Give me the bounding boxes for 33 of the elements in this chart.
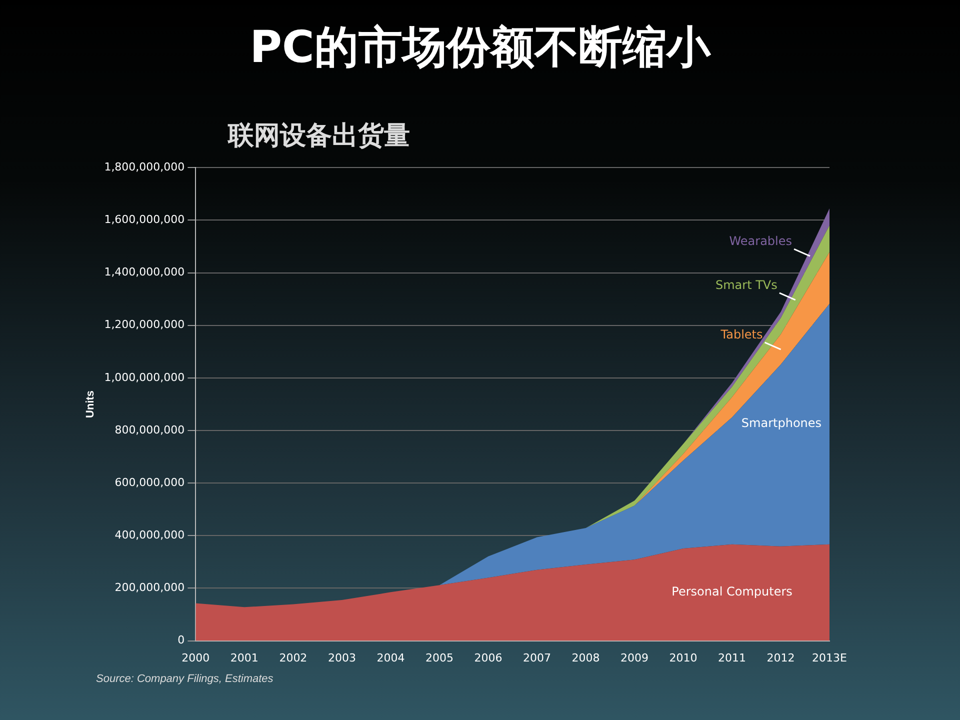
x-tick-label: 2011 — [718, 651, 746, 664]
y-tick-label: 200,000,000 — [114, 581, 185, 594]
x-tick-label: 2007 — [522, 651, 551, 664]
x-tick-label: 2013E — [812, 651, 848, 664]
x-tick-label: 2002 — [279, 651, 308, 664]
series-label: Personal Computers — [672, 584, 792, 599]
x-tick-label: 2003 — [328, 651, 356, 664]
source-note: Source: Company Filings, Estimates — [96, 673, 274, 685]
series-label: Tablets — [720, 328, 763, 342]
y-tick-label: 1,800,000,000 — [104, 160, 185, 174]
y-tick-label: 1,000,000,000 — [104, 370, 185, 384]
x-tick-label: 2012 — [766, 651, 795, 664]
series-label: Smart TVs — [715, 278, 778, 292]
x-tick-label: 2004 — [376, 651, 405, 664]
y-tick-label: 1,600,000,000 — [104, 213, 185, 226]
y-tick-label: 600,000,000 — [114, 476, 185, 489]
x-tick-label: 2006 — [474, 651, 502, 664]
x-tick-label: 2010 — [669, 651, 698, 664]
y-tick-label: 800,000,000 — [114, 423, 185, 436]
y-axis-title: Units — [84, 390, 97, 418]
x-tick-label: 2008 — [572, 651, 600, 664]
y-tick-label: 1,200,000,000 — [104, 318, 185, 332]
y-tick-label: 0 — [178, 634, 185, 647]
y-tick-label: 1,400,000,000 — [104, 266, 185, 279]
chart-subtitle: 联网设备出货量 — [228, 120, 410, 153]
chart-title: PC的市场份额不断缩小 — [248, 21, 712, 75]
y-tick-label: 400,000,000 — [114, 528, 185, 542]
x-tick-label: 2001 — [230, 651, 258, 664]
series-label: Smartphones — [741, 416, 822, 430]
x-tick-label: 2005 — [425, 651, 454, 664]
x-tick-label: 2009 — [620, 651, 648, 664]
series-label: Wearables — [729, 234, 792, 248]
x-tick-label: 2000 — [182, 651, 210, 664]
